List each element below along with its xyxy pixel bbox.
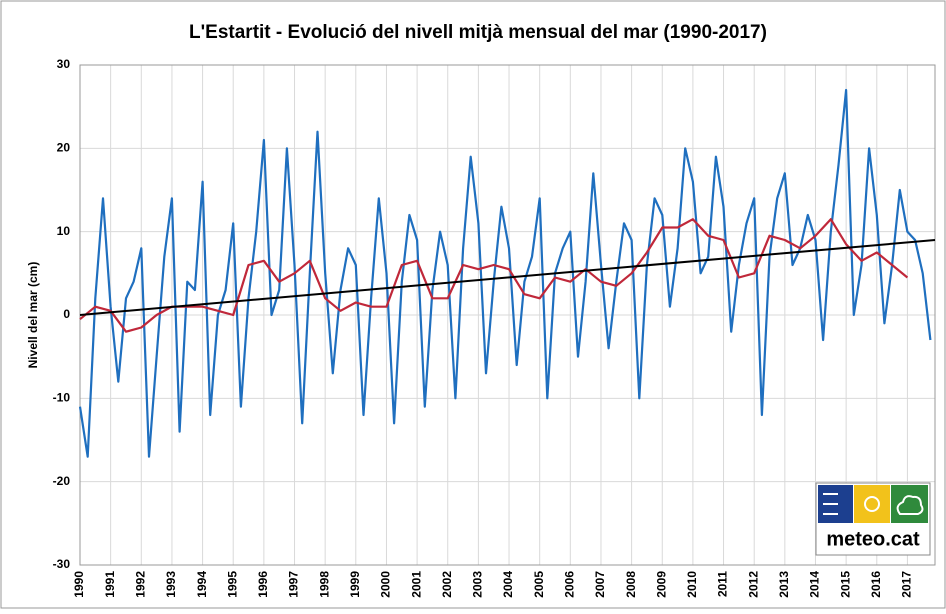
x-tick-label: 2001 [409,571,423,598]
x-tick-label: 2004 [501,571,515,598]
x-tick-label: 1993 [164,571,178,598]
x-tick-label: 2000 [379,571,393,598]
x-tick-label: 2012 [746,571,760,598]
x-tick-label: 2008 [624,571,638,598]
logo-green [891,485,928,523]
data-line [79,218,909,333]
x-tick-label: 1998 [317,571,331,598]
logo-icon [896,495,924,515]
x-tick-label: 1996 [256,571,270,598]
x-tick-label: 2015 [838,571,852,598]
x-tick-label: 1997 [287,571,301,598]
y-tick-label: 20 [57,141,71,155]
x-tick-label: 1995 [225,571,239,598]
data-line [79,239,936,316]
x-tick-label: 1990 [72,571,86,598]
y-tick-label: 10 [57,224,71,238]
x-tick-label: 1991 [103,571,117,598]
y-tick-label: 30 [57,57,71,71]
y-tick-label: -30 [53,557,71,571]
y-tick-label: -10 [53,391,71,405]
x-tick-label: 1999 [348,571,362,598]
x-tick-label: 2005 [532,571,546,598]
x-tick-label: 2011 [716,571,730,597]
logo-yellow [854,485,890,523]
x-tick-label: 1992 [133,571,147,598]
plot-area: -30 -20 -10 0 10 20 30 1990 1991 1992 1993 1994 1995… [53,57,936,598]
x-tick-label: 2013 [777,571,791,598]
logo-icon [864,496,880,512]
x-tick-label: 2002 [440,571,454,598]
chart-title: L'Estartit - Evolució del nivell mitjà m… [189,22,767,43]
logo-text: meteo.cat [826,528,920,550]
logo: meteo.cat [815,482,931,556]
x-tick-label: 2009 [654,571,668,598]
x-tick-label: 2017 [900,571,914,598]
y-axis-label: Nivell del mar (cm) [26,262,40,369]
x-tick-label: 2006 [562,571,576,598]
x-tick-label: 2003 [471,571,485,598]
x-tick-label: 2014 [808,571,822,598]
x-tick-label: 1994 [195,571,209,598]
x-tick-label: 2010 [685,571,699,598]
y-tick-label: -20 [53,474,71,488]
x-tick-label: 2016 [869,571,883,598]
x-tick-label: 2007 [593,571,607,598]
y-tick-label: 0 [63,307,70,321]
